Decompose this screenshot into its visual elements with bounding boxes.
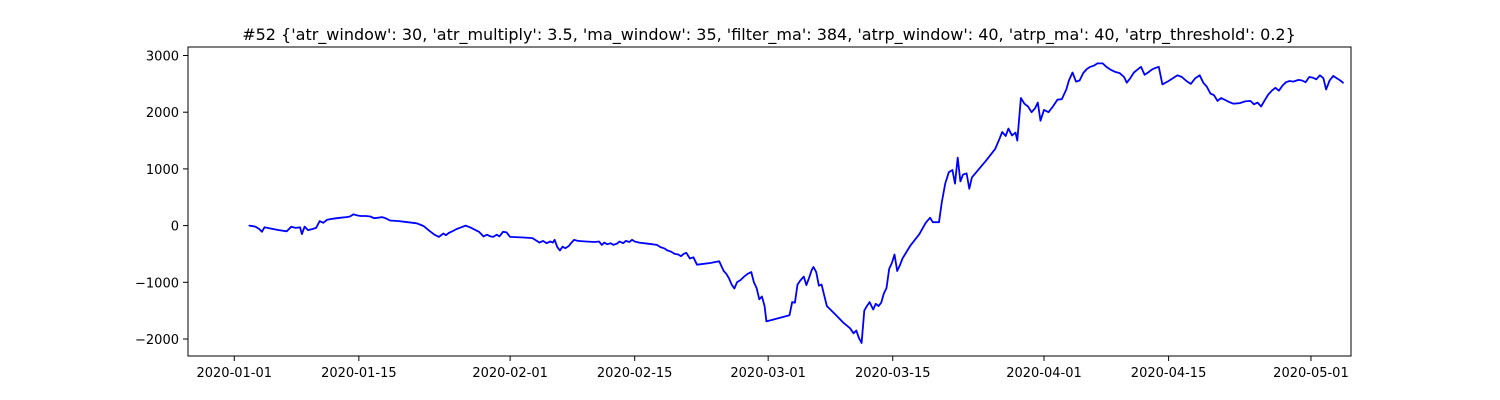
x-tick-label: 2020-01-01 — [196, 366, 272, 381]
chart-title: #52 {'atr_window': 30, 'atr_multiply': 3… — [242, 25, 1296, 45]
x-tick-label: 2020-05-01 — [1273, 366, 1349, 381]
y-tick-label: 1000 — [146, 163, 179, 178]
plot-frame — [188, 47, 1351, 356]
y-tick-label: 2000 — [146, 106, 179, 121]
y-tick-label: 3000 — [146, 50, 179, 65]
x-tick-label: 2020-01-15 — [321, 366, 397, 381]
y-tick-label: −1000 — [135, 276, 179, 291]
x-tick-label: 2020-03-01 — [730, 366, 806, 381]
plot-area — [188, 47, 1351, 356]
x-tick-label: 2020-02-15 — [597, 366, 673, 381]
y-axis: −2000 −1000 0 1000 2000 3000 — [135, 50, 188, 348]
x-axis: 2020-01-01 2020-01-15 2020-02-01 2020-02-15… — [196, 356, 1348, 381]
y-tick-label: −2000 — [135, 333, 179, 348]
x-tick-label: 2020-04-01 — [1006, 366, 1082, 381]
x-tick-label: 2020-03-15 — [855, 366, 931, 381]
x-tick-label: 2020-02-01 — [472, 366, 548, 381]
x-tick-label: 2020-04-15 — [1131, 366, 1207, 381]
y-tick-label: 0 — [171, 220, 179, 235]
